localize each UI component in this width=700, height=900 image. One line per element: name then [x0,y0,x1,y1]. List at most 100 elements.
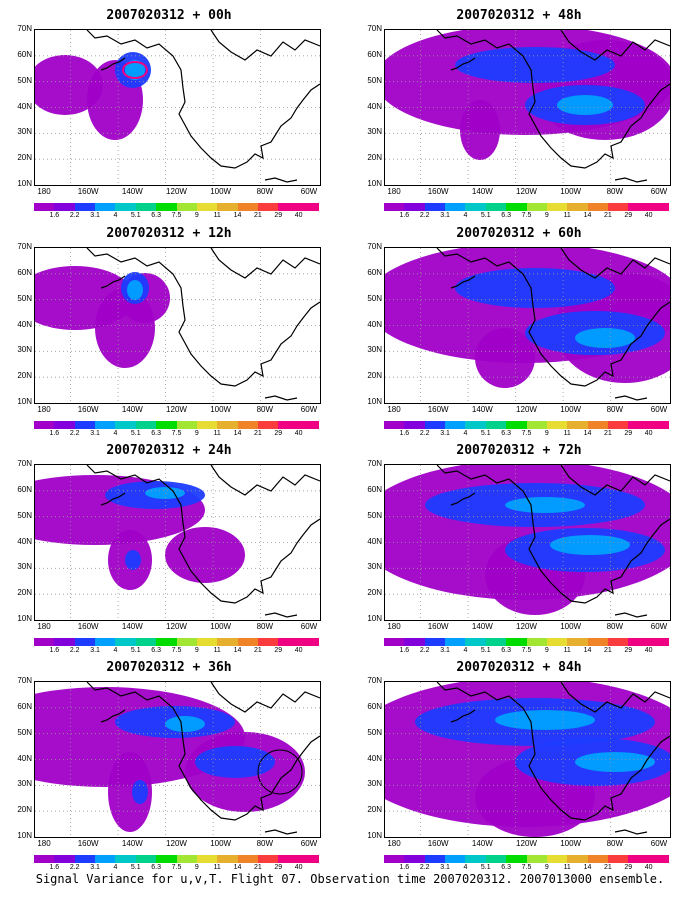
colorbar-swatch [54,855,75,863]
map-svg [35,248,320,403]
colorbar-label: 14 [233,864,242,871]
map-area [384,247,671,404]
lon-tick-label: 60W [300,405,318,414]
panel-title: 2007020312 + 36h [106,660,232,675]
colorbar-label: 4 [463,430,468,437]
colorbar-swatch [217,855,238,863]
colorbar-label: 11 [563,212,571,219]
colorbar-label: 14 [583,864,592,871]
colorbar-label: 21 [604,430,612,437]
colorbar-swatch [404,203,425,211]
coastline [86,248,320,387]
map-svg [385,30,670,185]
colorbar-label: 40 [644,647,653,654]
colorbar-swatch [424,638,446,646]
colorbar-swatch [445,421,466,429]
colorbar-label: 14 [583,647,592,654]
variance-contour [165,527,245,583]
colorbar-swatch [445,855,466,863]
colorbar-swatch [465,638,486,646]
map-area [34,464,321,621]
lon-tick-label: 140W [471,405,493,414]
colorbar-swatch [628,203,649,211]
lat-tick-label: 40N [17,753,32,763]
colorbar-swatch [485,855,507,863]
lon-tick-label: 60W [650,622,668,631]
map-panel: 2007020312 + 48h 70N 60N 50N 40N 30N 20N 10N 180… [354,8,684,220]
panel-title: 2007020312 + 84h [456,660,582,675]
colorbar-swatch [156,638,177,646]
colorbar-swatch [607,855,629,863]
colorbar-swatch [546,203,568,211]
colorbar-swatch [628,855,649,863]
panel-title: 2007020312 + 48h [456,8,582,23]
colorbar-label: 6.3 [501,212,511,219]
colorbar-label: 21 [604,864,612,871]
colorbar-label: 7.5 [521,212,532,219]
colorbar-swatch [196,421,218,429]
colorbar [384,855,670,863]
colorbar-label: 3.1 [90,864,100,871]
variance-contour [125,550,141,570]
lon-tick-label: 140W [471,839,493,848]
colorbar-label: 4 [113,212,118,219]
coastline [450,709,476,723]
colorbar-label: 14 [583,430,592,437]
colorbar-label: 6.3 [151,430,161,437]
colorbar-swatch [115,421,136,429]
colorbar-label: 29 [274,647,283,654]
lat-tick-label: 30N [367,779,382,789]
panel-title: 2007020312 + 24h [106,443,232,458]
colorbar-label: 6.3 [501,864,511,871]
lat-tick-label: 40N [17,319,32,329]
map-area [384,29,671,186]
lon-tick-label: 80W [256,187,274,196]
coastline [560,30,670,61]
colorbar-label: 21 [254,430,262,437]
variance-contour [127,280,143,300]
lon-tick-label: 160W [77,839,99,848]
lat-tick-label: 10N [17,397,32,406]
lat-tick-label: 60N [17,267,32,277]
map-panel: 2007020312 + 60h 70N 60N 50N 40N 30N 20N 10N 180… [354,226,684,438]
lat-tick-label: 40N [17,101,32,111]
lat-tick-label: 40N [367,753,382,763]
coastline [560,465,670,496]
colorbar-label: 21 [254,864,262,871]
colorbar-swatch [404,421,425,429]
colorbar-swatch [74,855,96,863]
colorbar-swatch [196,638,218,646]
colorbar-swatch [587,203,608,211]
colorbar [34,203,320,211]
lat-tick-label: 70N [367,676,382,685]
lat-tick-label: 30N [367,345,382,355]
colorbar-label: 40 [644,430,653,437]
colorbar-swatch [485,421,507,429]
coastline [100,709,126,723]
colorbar-label: 7.5 [171,430,182,437]
lat-tick-label: 60N [367,267,382,277]
map-svg [385,248,670,403]
colorbar-label: 4 [463,864,468,871]
colorbar-label: 4 [113,864,118,871]
variance-contour [195,746,275,778]
colorbar-swatch [424,855,446,863]
variance-contour [505,497,585,513]
colorbar-swatch [237,421,258,429]
coastline [614,177,648,183]
colorbar-swatch [156,421,177,429]
lat-tick-label: 60N [17,49,32,59]
colorbar-swatch [567,855,588,863]
coastline [210,30,320,61]
colorbar-label: 4 [113,430,118,437]
colorbar-swatch [506,638,527,646]
colorbar-label: 7.5 [171,212,182,219]
map-svg [385,682,670,837]
colorbar-swatch [445,203,466,211]
lon-tick-label: 140W [121,405,143,414]
colorbar-label: 4 [463,647,468,654]
colorbar-swatch [176,203,197,211]
colorbar-label: 2.2 [69,647,80,654]
colorbar-swatch [628,421,649,429]
lon-tick-label: 60W [650,839,668,848]
